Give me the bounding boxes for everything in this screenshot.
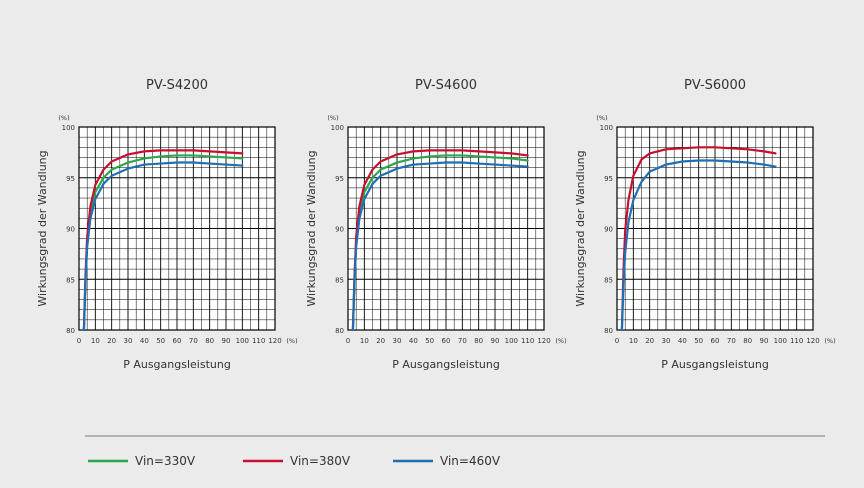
- y-tick-label: 95: [604, 175, 613, 183]
- x-tick-label: 50: [425, 337, 434, 345]
- x-tick-label: 110: [252, 337, 265, 345]
- chart-title: PV-S4600: [415, 78, 477, 93]
- y-tick-label: 100: [331, 124, 344, 132]
- x-tick-label: 20: [376, 337, 385, 345]
- y-tick-label: 90: [66, 226, 75, 234]
- x-tick-label: 120: [806, 337, 819, 345]
- series-line-vin-460v: [82, 161, 244, 332]
- x-tick-label: 0: [346, 337, 350, 345]
- y-tick-label: 90: [335, 226, 344, 234]
- x-axis-label: P Ausgangsleistung: [392, 358, 500, 371]
- chart-panel-2: 0 10 20 30 40 50 60 70 80 90 100 110 120 (%)808590951…: [305, 78, 567, 371]
- series-line-vin-380v: [351, 149, 529, 332]
- series-line-vin-380v: [620, 146, 777, 332]
- y-tick-label: 95: [335, 175, 344, 183]
- series-line-vin-460v: [620, 159, 777, 332]
- x-tick-label: 30: [124, 337, 133, 345]
- x-tick-label: 100: [505, 337, 518, 345]
- plot-frame: [616, 126, 814, 331]
- y-tick-label: 100: [62, 124, 75, 132]
- y-tick-label: 85: [604, 276, 613, 284]
- legend-label-vin-380: Vin=380V: [290, 454, 351, 468]
- x-tick-label: 60: [711, 337, 720, 345]
- series-line-vin-460v: [351, 161, 529, 332]
- x-tick-label: 10: [629, 337, 638, 345]
- x-tick-label: 40: [409, 337, 418, 345]
- y-tick-label: 80: [66, 327, 75, 335]
- y-unit-label: (%): [596, 114, 607, 122]
- legend: Vin=330V Vin=380V Vin=460V: [88, 454, 501, 468]
- x-tick-label: 40: [140, 337, 149, 345]
- x-tick-label: 120: [537, 337, 550, 345]
- x-axis-label: P Ausgangsleistung: [123, 358, 231, 371]
- x-axis-label: P Ausgangsleistung: [661, 358, 769, 371]
- x-tick-label: 90: [491, 337, 500, 345]
- x-tick-label: 50: [156, 337, 165, 345]
- y-unit-label: (%): [327, 114, 338, 122]
- y-axis-label: Wirkungsgrad der Wandlung: [36, 150, 49, 306]
- x-tick-label: 60: [173, 337, 182, 345]
- x-tick-label: 10: [360, 337, 369, 345]
- chart-panel-3: 0 10 20 30 40 50 60 70 80 90 100 110 120 (%)808590951…: [574, 78, 836, 371]
- y-axis-label: Wirkungsgrad der Wandlung: [305, 150, 318, 306]
- x-tick-label: 10: [91, 337, 100, 345]
- x-tick-label: 80: [474, 337, 483, 345]
- plot-frame: [347, 126, 545, 331]
- x-unit-label: (%): [824, 337, 835, 345]
- y-tick-label: 90: [604, 226, 613, 234]
- y-axis-label: Wirkungsgrad der Wandlung: [574, 150, 587, 306]
- x-tick-label: 110: [521, 337, 534, 345]
- legend-label-vin-460: Vin=460V: [440, 454, 501, 468]
- x-unit-label: (%): [555, 337, 566, 345]
- chart-title: PV-S4200: [146, 78, 208, 93]
- x-tick-label: 30: [662, 337, 671, 345]
- y-tick-label: 100: [600, 124, 613, 132]
- x-tick-label: 50: [694, 337, 703, 345]
- x-tick-label: 20: [645, 337, 654, 345]
- y-tick-label: 80: [604, 327, 613, 335]
- x-tick-label: 60: [442, 337, 451, 345]
- x-tick-label: 100: [774, 337, 787, 345]
- x-tick-label: 90: [222, 337, 231, 345]
- y-tick-label: 85: [335, 276, 344, 284]
- plot-frame: [78, 126, 276, 331]
- x-tick-label: 90: [760, 337, 769, 345]
- x-tick-label: 70: [189, 337, 198, 345]
- y-tick-label: 95: [66, 175, 75, 183]
- y-tick-label: 85: [66, 276, 75, 284]
- legend-label-vin-330: Vin=330V: [135, 454, 196, 468]
- x-tick-label: 20: [107, 337, 116, 345]
- x-tick-label: 80: [743, 337, 752, 345]
- y-unit-label: (%): [58, 114, 69, 122]
- x-tick-label: 40: [678, 337, 687, 345]
- y-tick-label: 80: [335, 327, 344, 335]
- x-tick-label: 120: [268, 337, 281, 345]
- x-tick-label: 100: [236, 337, 249, 345]
- x-tick-label: 70: [727, 337, 736, 345]
- series-line-vin-380v: [82, 149, 244, 332]
- x-tick-label: 70: [458, 337, 467, 345]
- chart-title: PV-S6000: [684, 78, 746, 93]
- x-unit-label: (%): [286, 337, 297, 345]
- x-tick-label: 80: [205, 337, 214, 345]
- chart-panel-1: 0 10 20 30 40 50 60 70 80 90 100 110 120 (%)808590951…: [36, 78, 298, 371]
- x-tick-label: 0: [77, 337, 81, 345]
- x-tick-label: 110: [790, 337, 803, 345]
- x-tick-label: 0: [615, 337, 619, 345]
- x-tick-label: 30: [393, 337, 402, 345]
